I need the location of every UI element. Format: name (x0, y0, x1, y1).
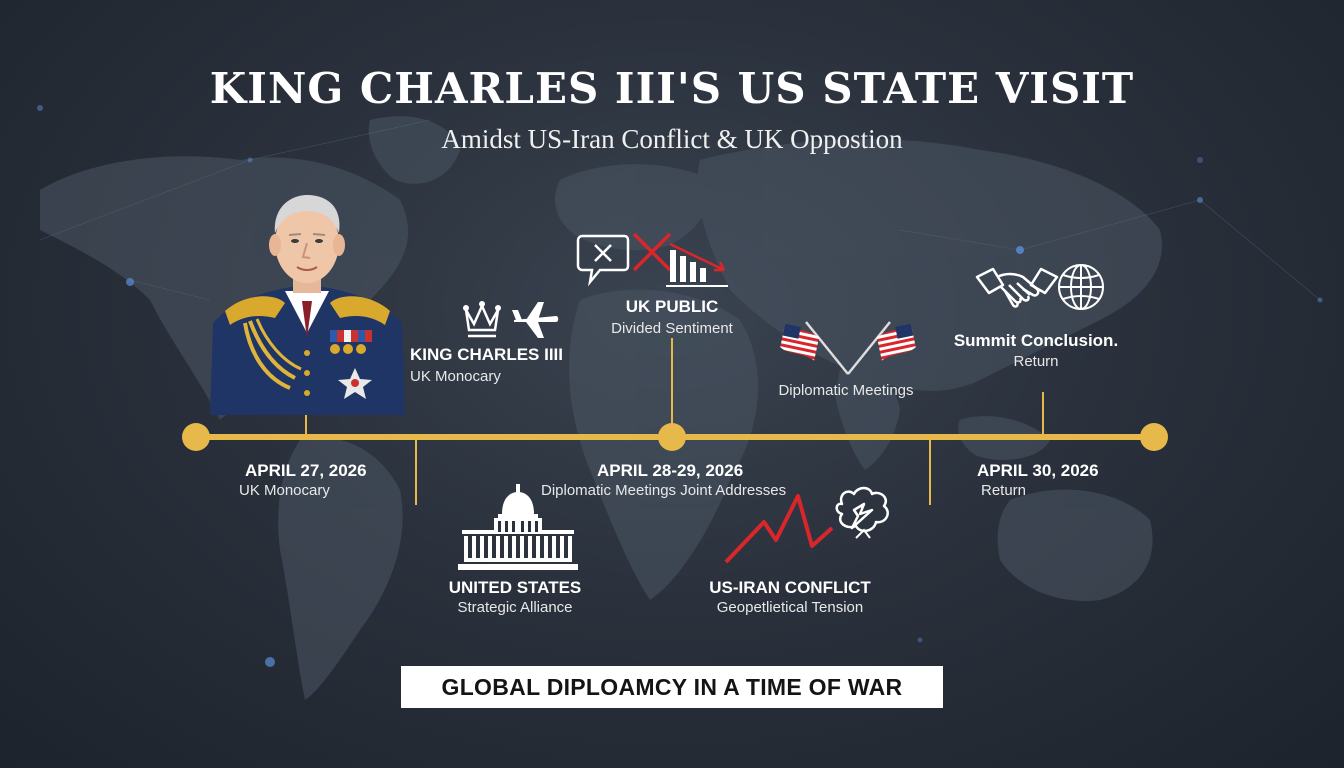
timeline-dot-end (1140, 423, 1168, 451)
king-charles-portrait (210, 195, 405, 415)
united-states-subtitle: Strategic Alliance (457, 599, 573, 616)
crown-plane-icon (463, 301, 559, 338)
date-april-30-note: Return (981, 482, 1027, 499)
king-subtitle: UK Monocary (410, 368, 501, 385)
bottom-banner: GLOBAL DIPLOAMCY IN A TIME OF WAR (401, 666, 943, 708)
united-states-title: UNITED STATES (448, 578, 582, 597)
date-april-28-29-note: Diplomatic Meetings Joint Addresses (541, 482, 787, 499)
conflict-title: US-IRAN CONFLICT (709, 578, 871, 597)
divided-sentiment-icon (576, 232, 728, 287)
conflict-subtitle: Geopetlietical Tension (716, 599, 864, 616)
summit-subtitle: Return (1013, 353, 1059, 370)
timeline-dot-start (182, 423, 210, 451)
date-april-27: APRIL 27, 2026 (245, 461, 367, 480)
conflict-chart-explosion-icon (724, 486, 889, 564)
uk-public-subtitle: Divided Sentiment (611, 320, 733, 337)
date-april-27-note: UK Monocary (239, 482, 330, 499)
page-subtitle: Amidst US-Iran Conflict & UK Oppostion (441, 124, 903, 154)
handshake-globe-icon (975, 264, 1104, 310)
date-april-28-29: APRIL 28-29, 2026 (597, 461, 744, 480)
timeline-dot-mid (658, 423, 686, 451)
page-title: KING CHARLES III'S US STATE VISIT (209, 64, 1135, 113)
king-title: KING CHARLES IIII (410, 345, 564, 364)
capitol-building-icon (458, 484, 578, 570)
date-april-30: APRIL 30, 2026 (977, 461, 1099, 480)
diplomatic-meetings-label: Diplomatic Meetings (778, 382, 914, 399)
summit-title: Summit Conclusion. (953, 331, 1119, 350)
crossed-flags-icon (780, 321, 916, 375)
uk-public-title: UK PUBLIC (625, 297, 719, 316)
